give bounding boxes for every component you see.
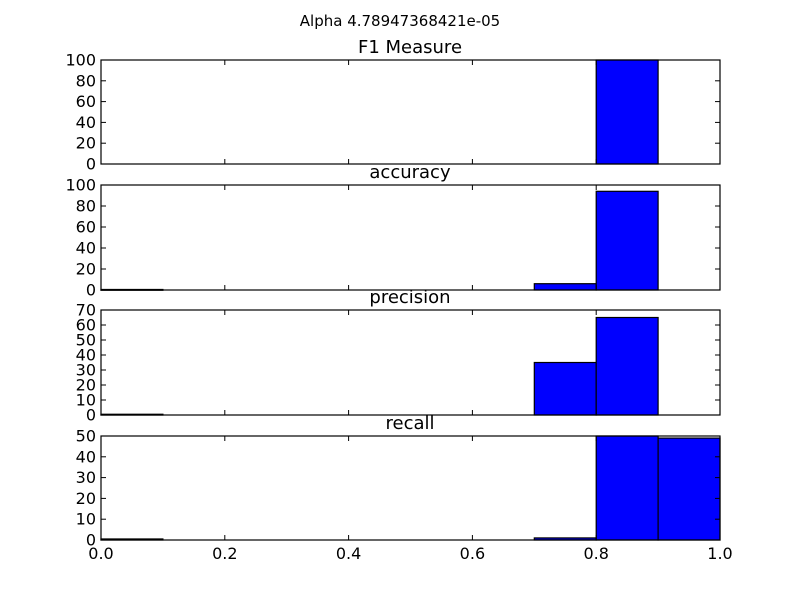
- accuracy-panel: accuracy 0 20 40 60 80 100: [65, 162, 721, 300]
- y-tick-label: 20: [76, 260, 96, 279]
- axes-frame: [100, 309, 721, 416]
- y-tick-label: 30: [76, 361, 96, 380]
- histogram-bar: [595, 59, 659, 165]
- y-tick-label: 60: [76, 92, 96, 111]
- recall-title: recall: [385, 413, 434, 434]
- histogram-bar: [595, 435, 659, 541]
- y-tick-label: 0: [86, 406, 96, 425]
- y-tick-label: 60: [76, 218, 96, 237]
- y-tick-label: 0: [86, 531, 96, 550]
- y-tick-label: 40: [76, 113, 96, 132]
- f1-measure-title: F1 Measure: [358, 37, 462, 58]
- y-tick-label: 50: [76, 331, 96, 350]
- histogram-bar: [595, 190, 659, 291]
- y-tick-label: 60: [76, 316, 96, 335]
- y-tick-label: 50: [76, 427, 96, 446]
- axes-frame: [100, 59, 721, 165]
- y-tick-label: 30: [76, 468, 96, 487]
- y-tick-label: 40: [76, 447, 96, 466]
- x-tick-label: 0.6: [460, 544, 485, 563]
- histogram-bar: [657, 437, 721, 541]
- precision-title: precision: [369, 287, 450, 308]
- y-tick-label: 40: [76, 346, 96, 365]
- y-tick-label: 0: [86, 281, 96, 300]
- accuracy-title: accuracy: [369, 162, 451, 183]
- x-tick-label: 0.0: [88, 544, 113, 563]
- histogram-bar: [595, 316, 659, 416]
- y-tick-label: 10: [76, 391, 96, 410]
- histogram-bar: [533, 283, 597, 291]
- x-tick-label: 0.4: [336, 544, 361, 563]
- y-tick-label: 20: [76, 489, 96, 508]
- y-tick-label: 100: [65, 176, 96, 195]
- x-tick-label: 0.8: [583, 544, 608, 563]
- axes-frame: [100, 184, 721, 291]
- y-tick-label: 20: [76, 376, 96, 395]
- histogram-bar: [533, 361, 597, 416]
- y-tick-label: 40: [76, 239, 96, 258]
- y-tick-label: 80: [76, 197, 96, 216]
- y-tick-label: 100: [65, 51, 96, 70]
- y-tick-label: 0: [86, 155, 96, 174]
- y-tick-label: 20: [76, 134, 96, 153]
- y-tick-label: 80: [76, 71, 96, 90]
- y-tick-label: 10: [76, 510, 96, 529]
- x-tick-label: 1.0: [707, 544, 732, 563]
- axes-frame: [100, 435, 721, 541]
- x-tick-label: 0.2: [212, 544, 237, 563]
- y-tick-label: 70: [76, 301, 96, 320]
- figure-suptitle: Alpha 4.78947368421e-05: [300, 12, 500, 30]
